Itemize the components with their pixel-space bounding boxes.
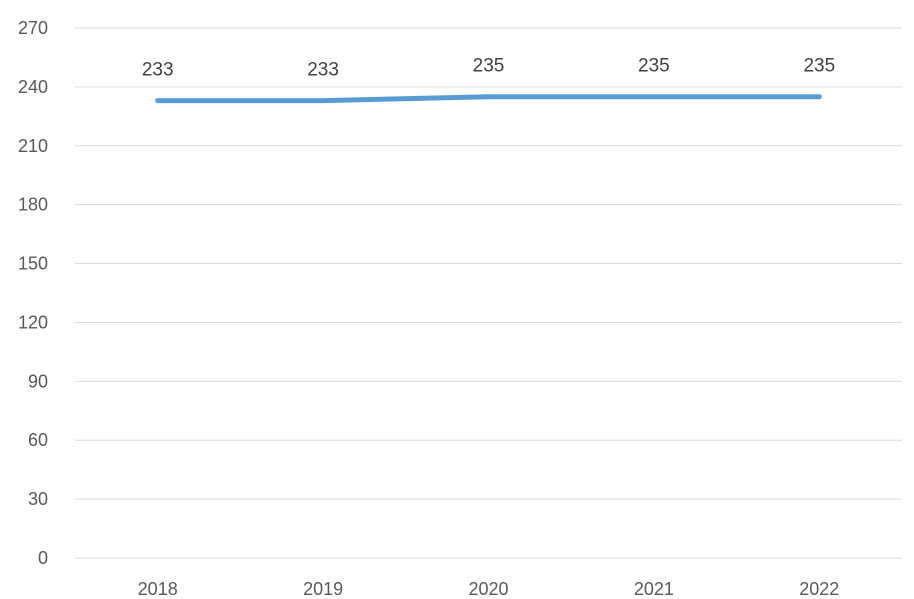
data-label: 235 xyxy=(803,56,835,77)
y-tick-label: 240 xyxy=(18,77,48,97)
series-line xyxy=(155,94,822,104)
x-tick-label: 2019 xyxy=(303,579,343,599)
y-tick-label: 0 xyxy=(38,548,48,568)
y-tick-label: 120 xyxy=(18,312,48,332)
series-lines xyxy=(155,94,822,104)
x-tick-label: 2018 xyxy=(138,579,178,599)
data-label: 233 xyxy=(142,60,174,81)
y-tick-label: 60 xyxy=(28,430,48,450)
x-tick-label: 2021 xyxy=(634,579,674,599)
data-labels: 233 233 235 235 235 xyxy=(142,56,835,81)
x-axis-tick-labels: 2018 2019 2020 2021 2022 xyxy=(138,579,840,599)
data-label: 235 xyxy=(638,56,670,77)
y-tick-label: 90 xyxy=(28,371,48,391)
y-tick-label: 210 xyxy=(18,136,48,156)
gridlines xyxy=(75,27,902,559)
y-tick-label: 150 xyxy=(18,254,48,274)
x-tick-label: 2020 xyxy=(468,579,508,599)
data-label: 235 xyxy=(473,56,505,77)
y-axis-tick-labels: 0 30 60 90 120 150 180 210 240 270 xyxy=(18,18,48,568)
y-tick-label: 270 xyxy=(18,18,48,38)
data-label: 233 xyxy=(307,60,339,81)
x-tick-label: 2022 xyxy=(799,579,839,599)
y-tick-label: 180 xyxy=(18,195,48,215)
y-tick-label: 30 xyxy=(28,489,48,509)
